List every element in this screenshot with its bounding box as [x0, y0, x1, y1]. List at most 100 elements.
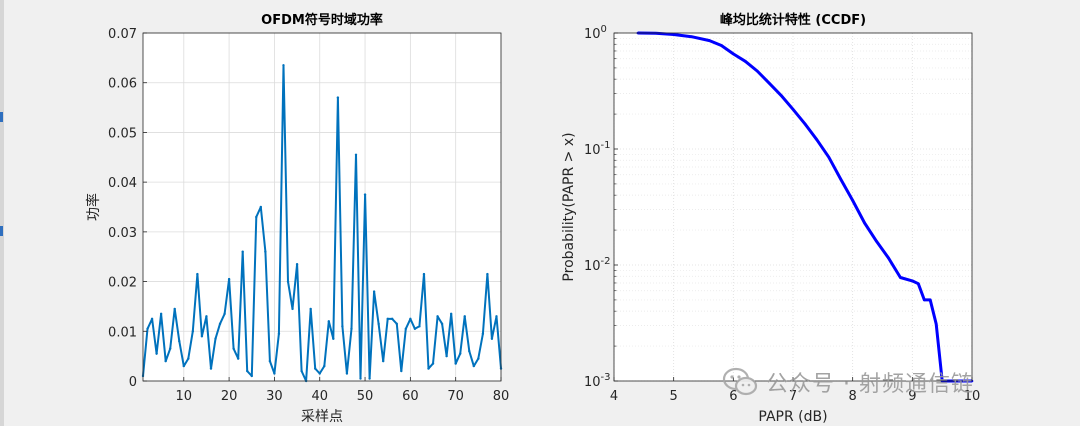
ofdm-data-point [345, 372, 349, 375]
ccdf-data-point [887, 256, 890, 260]
x-tick-label: 9 [908, 389, 916, 404]
ofdm-data-point [318, 372, 321, 375]
y-tick-label: 0.06 [108, 77, 137, 92]
ccdf-x-axis-label: PAPR (dB) [758, 409, 827, 425]
x-tick-label: 5 [670, 389, 678, 404]
ofdm-data-point [350, 327, 353, 330]
ofdm-data-point [323, 364, 326, 368]
ofdm-data-point [418, 325, 421, 328]
edge-marker [0, 112, 3, 122]
ofdm-data-point [155, 352, 158, 355]
y-tick-label: 0.03 [108, 226, 137, 241]
ofdm-data-point [196, 272, 199, 276]
ofdm-data-point [472, 364, 476, 368]
ofdm-data-point [436, 315, 439, 318]
x-tick-label: 20 [221, 389, 238, 404]
ofdm-data-point [200, 335, 204, 338]
ccdf-data-point [875, 240, 878, 243]
ofdm-data-point [309, 307, 312, 311]
ofdm-data-point [490, 337, 494, 340]
watermark-text: 公众号 · 射频通信链 [766, 372, 974, 397]
ofdm-data-point [259, 205, 263, 209]
y-tick-label: 100 [584, 24, 607, 42]
x-tick-label: 60 [402, 389, 419, 404]
ccdf-data-point [863, 221, 866, 225]
ofdm-data-point [227, 277, 231, 281]
ofdm-data-point [232, 347, 235, 350]
ofdm-data-point [264, 250, 267, 253]
ofdm-data-point [404, 327, 408, 330]
edge-marker [0, 226, 3, 236]
ccdf-data-point [755, 69, 759, 73]
y-tick-label: 0.07 [108, 27, 137, 42]
ccdf-data-point [743, 60, 747, 63]
ofdm-data-point [255, 215, 258, 219]
ofdm-data-point [495, 315, 498, 318]
ofdm-data-point [391, 317, 394, 321]
ofdm-data-point [209, 367, 213, 370]
ofdm-chart-title: OFDM符号时域功率 [261, 12, 383, 28]
ofdm-data-point [246, 369, 249, 373]
ofdm-data-point [300, 369, 303, 373]
ofdm-power-line [142, 64, 502, 382]
x-tick-label: 10 [176, 389, 193, 404]
ofdm-data-point [295, 262, 299, 266]
ofdm-ticks: 10 20 30 40 50 60 70 80 0 0.01 0.02 0.03 0.04 0.05 0.0… [108, 27, 509, 404]
ccdf-data-point [779, 94, 783, 97]
ofdm-data-point [191, 330, 195, 333]
ccdf-data-point [803, 122, 807, 126]
ofdm-data-point [400, 369, 403, 373]
ccdf-data-point [839, 177, 843, 181]
ofdm-data-point [449, 312, 453, 316]
ccdf-data-point [732, 52, 735, 56]
x-tick-label: 30 [266, 389, 283, 404]
ofdm-data-point [146, 327, 149, 330]
ofdm-data-point [431, 362, 435, 365]
y-tick-label: 0 [129, 375, 137, 390]
ccdf-data-point [922, 298, 926, 302]
y-tick-label: 0.04 [108, 176, 137, 191]
x-tick-label: 6 [729, 389, 737, 404]
ofdm-data-point [173, 307, 176, 311]
ofdm-data-point [440, 322, 444, 326]
ccdf-data-point [708, 39, 711, 42]
ccdf-data-point [767, 81, 771, 85]
ccdf-data-point [917, 282, 920, 285]
x-tick-label: 80 [493, 389, 510, 404]
ofdm-data-point [413, 327, 417, 330]
wechat-icon [722, 367, 758, 396]
ccdf-data-point [934, 322, 938, 326]
ofdm-data-point [250, 374, 253, 378]
ofdm-data-point [459, 352, 462, 355]
ofdm-data-point [291, 307, 294, 311]
ofdm-data-point [327, 320, 330, 323]
ofdm-data-point [381, 359, 385, 363]
ofdm-data-point [332, 337, 335, 340]
ccdf-data-point [827, 155, 831, 159]
ofdm-data-point [205, 315, 208, 318]
ofdm-data-point [187, 357, 190, 360]
ofdm-data-point [336, 96, 340, 99]
ccdf-data-point [851, 199, 854, 202]
y-tick-label: 10-1 [584, 140, 611, 158]
ofdm-power-points [141, 64, 503, 383]
x-tick-label: 70 [447, 389, 464, 404]
ofdm-data-point [178, 340, 181, 343]
ofdm-data-point [268, 359, 272, 363]
ofdm-data-point [314, 367, 317, 370]
ccdf-curve [637, 31, 972, 383]
x-tick-label: 10 [964, 389, 981, 404]
ofdm-data-point [164, 359, 167, 363]
ccdf-data-point [690, 35, 693, 38]
ccdf-data-point [899, 276, 902, 279]
x-tick-label: 50 [357, 389, 374, 404]
ofdm-data-point [223, 312, 226, 316]
ccdf-plot: 4 5 6 7 8 9 10 10-3 10-2 10-1 100 峰均比统计特性 (CCDF) P… [561, 12, 980, 425]
ofdm-data-point [454, 362, 457, 365]
ofdm-data-point [377, 322, 380, 326]
ofdm-plot-area [143, 33, 501, 381]
y-tick-label: 10-2 [584, 256, 611, 274]
ofdm-data-point [182, 364, 185, 368]
watermark: 公众号 · 射频通信链 [722, 364, 974, 400]
